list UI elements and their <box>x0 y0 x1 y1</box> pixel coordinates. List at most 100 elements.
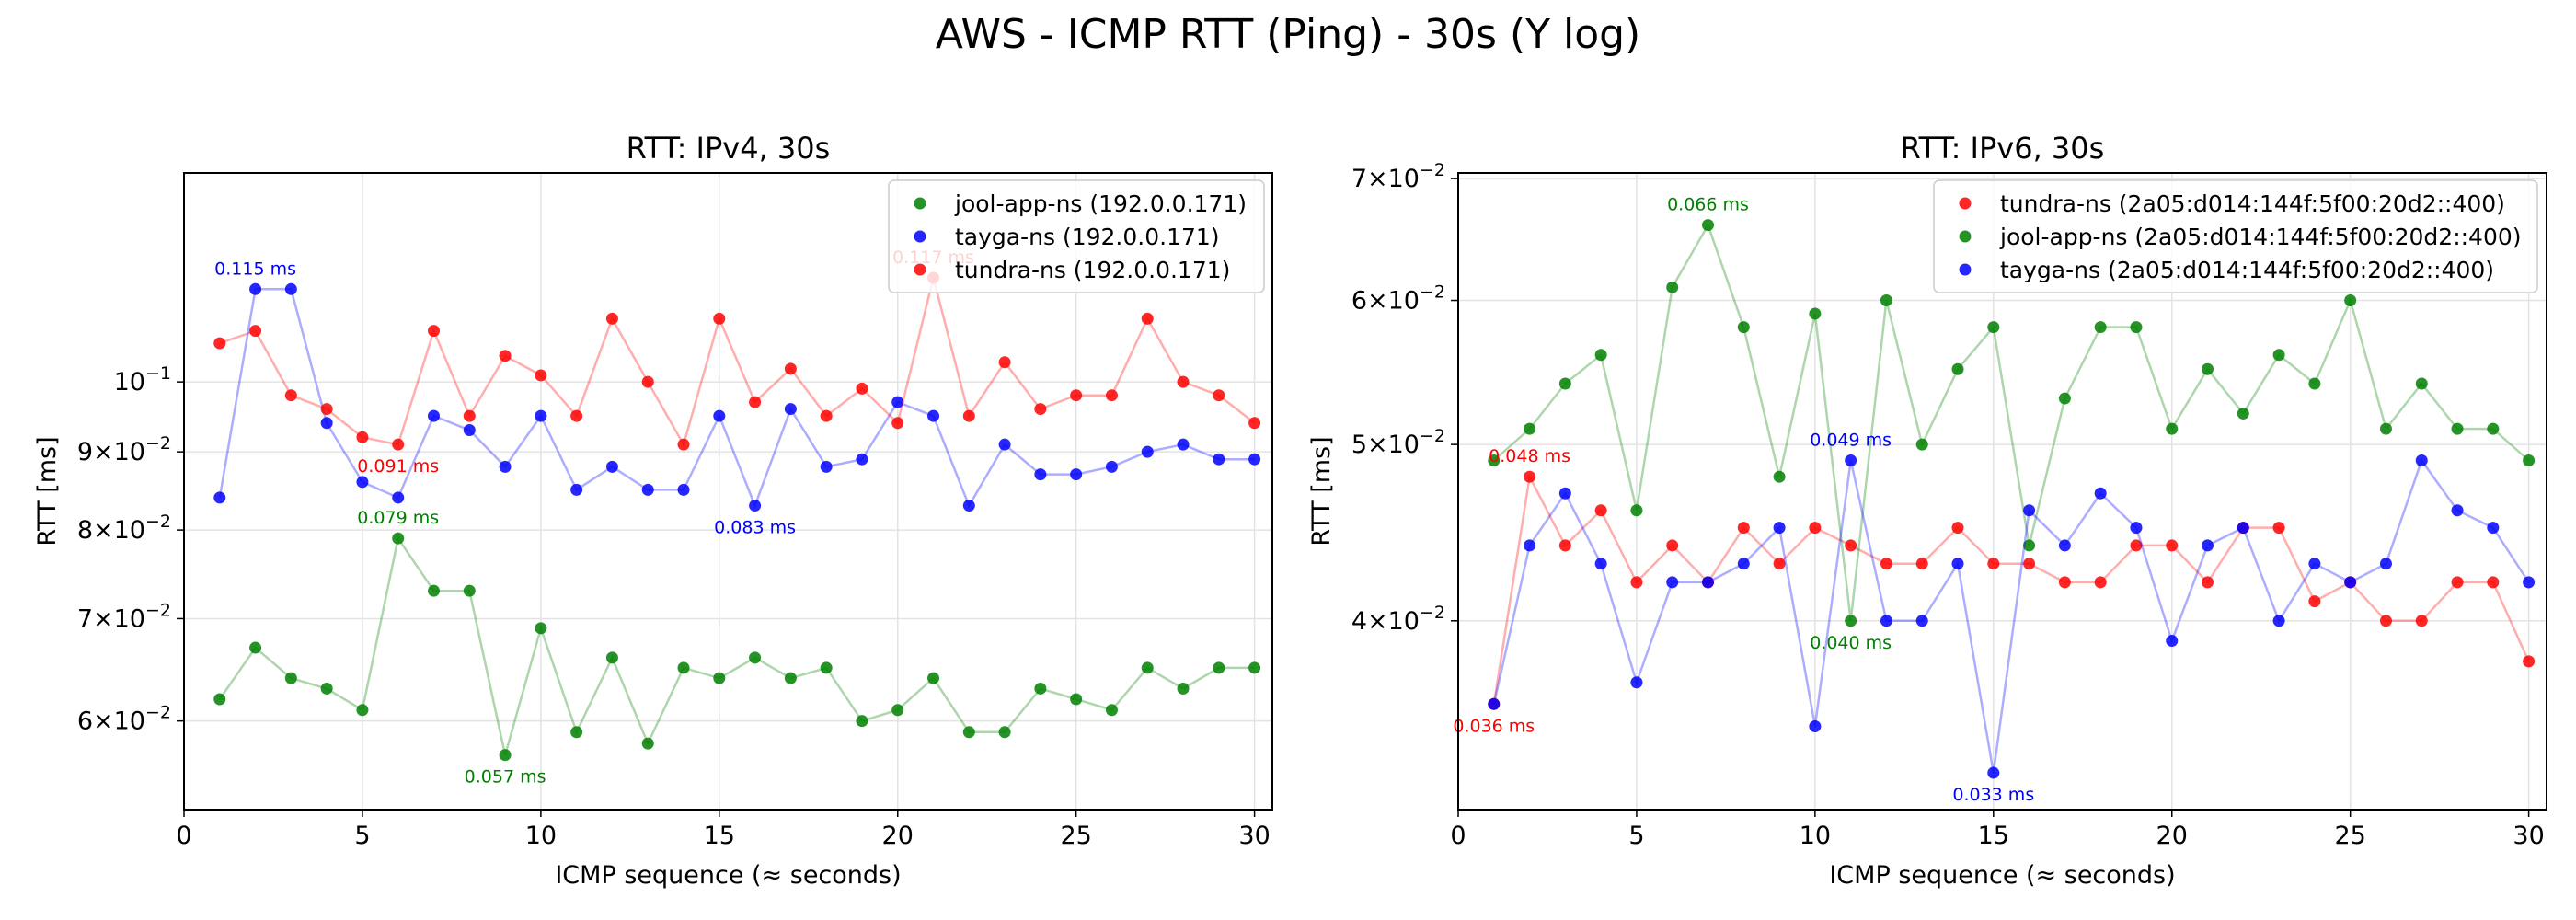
data-point <box>784 672 797 684</box>
data-point <box>499 350 512 362</box>
legend-box <box>1933 179 2538 293</box>
series-2 <box>213 282 1261 512</box>
legend-entry: jool-app-ns (192.0.0.171) <box>954 190 1247 217</box>
legend-marker <box>914 263 926 276</box>
data-point <box>1213 453 1225 466</box>
figure-title: AWS - ICMP RTT (Ping) - 30s (Y log) <box>936 11 1640 58</box>
data-point <box>998 438 1011 451</box>
min-max-label: 0.048 ms <box>1489 446 1570 466</box>
data-point <box>2166 635 2179 648</box>
data-point <box>1070 468 1083 481</box>
data-point <box>927 409 940 422</box>
data-point <box>570 726 583 739</box>
data-point <box>2451 576 2464 589</box>
data-point <box>1845 615 1857 627</box>
data-point <box>1488 454 1501 466</box>
data-point <box>1070 693 1083 706</box>
data-point <box>713 409 726 422</box>
legend-marker <box>1959 230 1972 243</box>
x-tick-label: 10 <box>525 822 557 850</box>
min-max-label: 0.115 ms <box>214 259 296 279</box>
y-tick-label: 6×10−2 <box>77 703 171 736</box>
data-point <box>1034 403 1047 416</box>
data-point <box>2237 407 2249 420</box>
data-point <box>2379 422 2392 435</box>
data-point <box>1809 719 1822 732</box>
data-point <box>1773 522 1786 535</box>
data-point <box>1177 438 1190 451</box>
data-point <box>284 389 297 402</box>
data-point <box>535 409 547 422</box>
data-point <box>1248 453 1261 466</box>
data-point <box>856 382 868 395</box>
data-point <box>1630 504 1643 517</box>
data-point <box>2272 522 2285 535</box>
y-tick-label: 7×10−2 <box>1351 160 1445 193</box>
data-point <box>1141 661 1154 674</box>
data-point <box>1630 576 1643 589</box>
y-tick-label: 4×10−2 <box>1351 603 1445 636</box>
data-point <box>320 403 333 416</box>
data-point <box>2379 558 2392 570</box>
legend-entry: tundra-ns (192.0.0.171) <box>955 257 1230 283</box>
data-point <box>749 651 762 664</box>
data-point <box>1524 539 1536 552</box>
y-tick-label: 7×10−2 <box>77 600 171 633</box>
legend-box <box>888 179 1265 293</box>
data-point <box>1558 539 1571 552</box>
chart-panel-2: RTT: IPv6, 30s 0.066 ms 0.048 ms 0.049 ms 0.… <box>1307 131 2547 890</box>
x-tick-label: 15 <box>1978 822 2009 850</box>
data-point <box>820 409 833 422</box>
data-point <box>1737 522 1750 535</box>
data-point <box>284 282 297 295</box>
x-tick-label: 20 <box>882 822 914 850</box>
series-line <box>218 288 1255 510</box>
data-point <box>2202 362 2214 375</box>
x-tick-label: 0 <box>176 822 191 850</box>
data-point <box>677 661 690 674</box>
y-axis-label: RTT [ms] <box>33 436 62 546</box>
data-point <box>927 672 940 684</box>
data-point <box>2451 422 2464 435</box>
panel-title: RTT: IPv6, 30s <box>1901 131 2105 166</box>
legend-entry: jool-app-ns (2a05:d014:144f:5f00:20d2::4… <box>1999 224 2522 250</box>
data-point <box>677 483 690 496</box>
data-point <box>1915 558 1928 570</box>
data-point <box>320 682 333 695</box>
data-point <box>213 491 226 504</box>
data-point <box>535 622 547 635</box>
data-point <box>213 337 226 350</box>
data-point <box>463 584 476 597</box>
data-point <box>2094 487 2107 500</box>
data-point <box>2130 539 2143 552</box>
data-point <box>820 661 833 674</box>
x-tick-label: 5 <box>1628 822 1644 850</box>
data-point <box>1524 422 1536 435</box>
series-1 <box>213 532 1261 762</box>
data-point <box>1177 682 1190 695</box>
data-point <box>1213 661 1225 674</box>
data-point <box>463 409 476 422</box>
data-point <box>1070 389 1083 402</box>
data-point <box>2094 576 2107 589</box>
chart-panel-1: RTT: IPv4, 30s 0.115 ms 0.091 ms 0.079 ms 0.… <box>33 131 1273 890</box>
data-point <box>1845 539 1857 552</box>
data-point <box>356 476 369 489</box>
data-point <box>356 704 369 717</box>
data-point <box>428 584 441 597</box>
data-point <box>1177 375 1190 388</box>
data-point <box>2130 321 2143 334</box>
data-point <box>1915 438 1928 451</box>
data-point <box>1213 389 1225 402</box>
data-point <box>2487 576 2500 589</box>
min-max-label: 0.083 ms <box>714 518 796 538</box>
data-point <box>2023 558 2036 570</box>
data-point <box>428 409 441 422</box>
data-point <box>1666 539 1679 552</box>
data-point <box>784 403 797 416</box>
data-point <box>1880 294 1892 307</box>
data-point <box>1630 676 1643 689</box>
min-max-label: 0.091 ms <box>357 456 439 477</box>
data-point <box>1248 417 1261 430</box>
